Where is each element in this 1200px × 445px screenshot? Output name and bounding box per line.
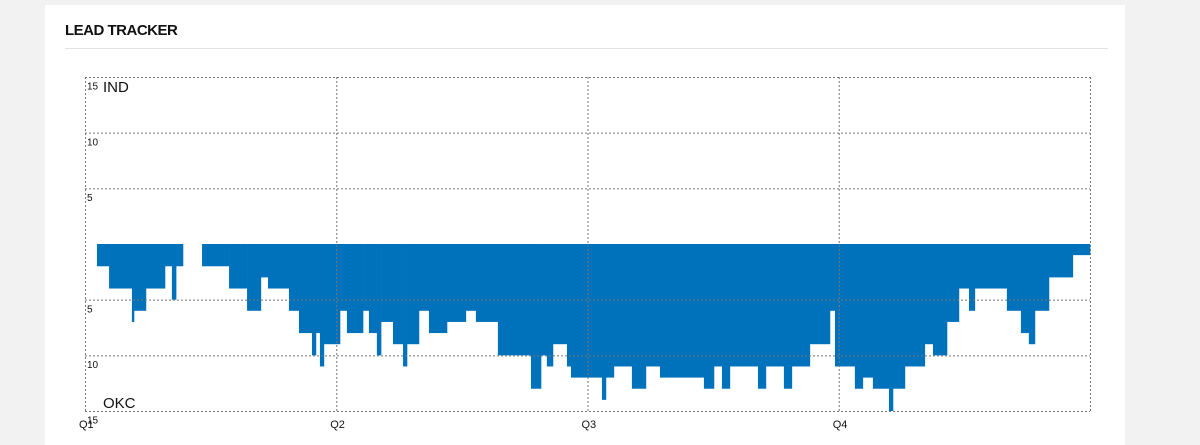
lead-bar — [601, 244, 607, 400]
lead-bar — [447, 244, 467, 322]
lead-bar — [892, 244, 906, 389]
lead-bar — [605, 244, 615, 378]
lead-bar — [392, 244, 404, 345]
lead-bar — [247, 244, 262, 311]
lead-bar — [1006, 244, 1022, 311]
lead-bar — [1072, 244, 1091, 256]
lead-bar — [376, 244, 382, 356]
chart-title: LEAD TRACKER — [65, 22, 178, 39]
lead-bar — [171, 244, 177, 300]
lead-bar — [552, 244, 568, 345]
lead-bar — [1048, 244, 1074, 278]
lead-bar — [340, 244, 348, 311]
lead-bar — [570, 244, 603, 378]
lead-bar — [267, 244, 290, 289]
lead-bar — [546, 244, 554, 367]
x-tick-label: Q4 — [833, 419, 848, 431]
lead-bar — [946, 244, 960, 322]
card — [45, 5, 1125, 445]
lead-bar — [713, 244, 723, 367]
lead-bar — [659, 244, 705, 378]
lead-bar — [872, 244, 890, 389]
lead-bar — [757, 244, 767, 389]
lead-bar — [631, 244, 647, 389]
x-tick-label: Q2 — [330, 419, 345, 431]
lead-bar — [1034, 244, 1050, 311]
lead-bar — [315, 244, 321, 334]
lead-bar — [381, 244, 394, 322]
lead-bar — [932, 244, 948, 356]
lead-bar — [958, 244, 970, 289]
lead-bar — [418, 244, 430, 311]
lead-bar — [809, 244, 831, 345]
lead-bar — [889, 244, 894, 411]
lead-bar — [323, 244, 341, 345]
x-tick-label: Q1 — [79, 419, 94, 431]
lead-bar — [613, 244, 633, 367]
lead-bar — [566, 244, 572, 367]
lead-bar — [1028, 244, 1036, 345]
lead-bar — [829, 244, 836, 311]
x-tick-label: Q3 — [582, 419, 597, 431]
lead-bar — [530, 244, 542, 389]
lead-bar — [791, 244, 811, 367]
lead-bar — [145, 244, 166, 289]
lead-bar — [541, 244, 548, 356]
lead-bar — [96, 244, 110, 267]
lead-bar — [407, 244, 420, 345]
lead-bar — [109, 244, 133, 289]
lead-bar — [346, 244, 364, 334]
team-label: IND — [103, 79, 129, 96]
lead-bar — [645, 244, 661, 367]
lead-bar — [403, 244, 408, 367]
y-tick-label: 15 — [87, 416, 99, 427]
y-tick-label: 10 — [87, 360, 99, 371]
lead-bar — [131, 244, 135, 322]
lead-bar — [904, 244, 926, 367]
lead-bar — [1020, 244, 1030, 334]
y-tick-label: 5 — [87, 193, 93, 204]
lead-bar — [854, 244, 864, 389]
lead-bar — [164, 244, 173, 267]
lead-bar — [765, 244, 785, 367]
lead-bar — [368, 244, 378, 334]
lead-bar — [862, 244, 874, 378]
lead-bar — [229, 244, 248, 289]
lead-bar — [703, 244, 715, 389]
lead-bar — [260, 244, 269, 278]
lead-bar — [465, 244, 477, 311]
lead-bar — [176, 244, 184, 267]
lead-bar — [968, 244, 976, 311]
lead-bar — [288, 244, 300, 311]
lead-bar — [133, 244, 147, 311]
y-tick-label: 10 — [87, 137, 99, 148]
lead-bar — [202, 244, 230, 267]
lead-bar — [924, 244, 934, 345]
y-tick-label: 5 — [87, 304, 93, 315]
lead-bar — [429, 244, 448, 334]
team-label: OKC — [103, 395, 136, 412]
lead-bar — [319, 244, 325, 367]
lead-bar — [783, 244, 793, 389]
lead-bar — [834, 244, 856, 367]
lead-bar — [721, 244, 731, 389]
lead-bar — [475, 244, 499, 322]
lead-bar — [298, 244, 313, 334]
lead-bar — [363, 244, 370, 311]
y-tick-label: 15 — [87, 82, 99, 93]
lead-bar — [974, 244, 1008, 289]
lead-bar — [729, 244, 759, 367]
